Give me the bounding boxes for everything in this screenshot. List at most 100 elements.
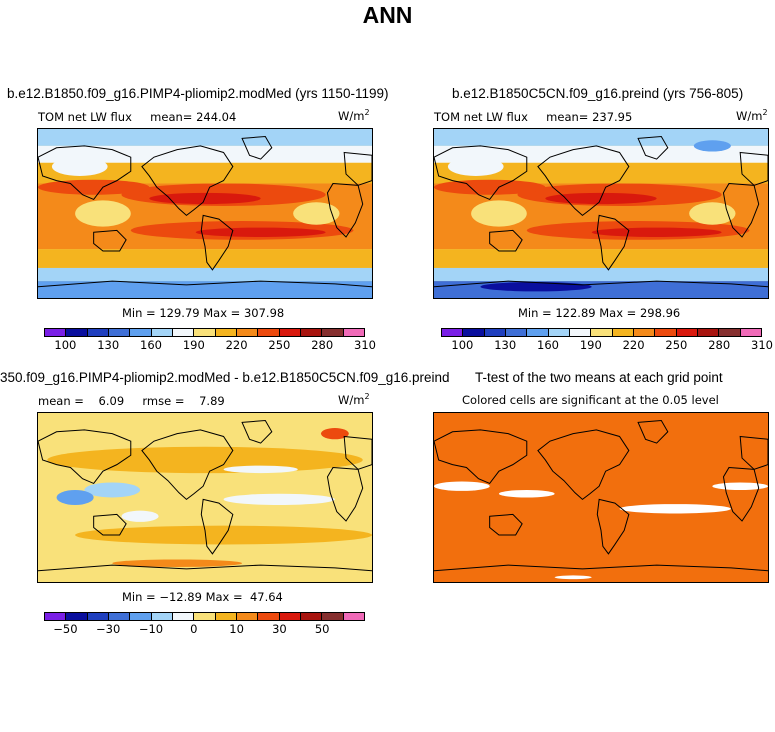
coastline (142, 430, 233, 499)
coastline (723, 467, 758, 521)
colorbar-tick-label: 190 (579, 338, 602, 352)
coastline (327, 183, 362, 237)
panel-1-subtitle: TOM net LW flux mean= 244.04 (38, 110, 237, 124)
colorbar-tick-label: 30 (272, 622, 287, 636)
coastline (94, 230, 126, 251)
colorbar-swatch (108, 329, 131, 336)
colorbar-swatch (343, 613, 364, 620)
colorbar-swatch (151, 613, 173, 620)
colorbar-tick-label: 280 (708, 338, 731, 352)
colorbar-swatch (463, 329, 485, 336)
colorbar-swatches (44, 328, 365, 337)
coastline (142, 146, 233, 215)
colorbar-swatch (322, 613, 344, 620)
panel-2-colorbar: 100 130 160 190 220 250 280 310 (441, 328, 773, 353)
colorbar-swatch (612, 329, 634, 336)
panel-2-subtitle: TOM net LW flux mean= 237.95 (434, 110, 633, 124)
colorbar-swatch (300, 613, 323, 620)
panel-3-subtitle: mean = 6.09 rmse = 7.89 (38, 394, 225, 408)
colorbar-swatch (45, 329, 67, 336)
colorbar-tick-label: 100 (54, 338, 77, 352)
coastline (740, 152, 768, 185)
colorbar-swatch (548, 329, 570, 336)
colorbar-tick-label: 250 (665, 338, 688, 352)
colorbar-swatch (66, 329, 88, 336)
colorbar-tick-label: 100 (451, 338, 474, 352)
coastline (38, 281, 372, 287)
colorbar-swatches (441, 328, 762, 337)
colorbar-tick-label: −10 (138, 622, 164, 636)
coastline (434, 430, 527, 484)
coastline (538, 430, 629, 499)
colorbar-swatch (740, 329, 761, 336)
colorbar-tick-label: 130 (97, 338, 120, 352)
panel-3-minmax: Min = −12.89 Max = 47.64 (122, 590, 283, 604)
colorbar-tick-label: 190 (182, 338, 205, 352)
colorbar-tick-label: 310 (751, 338, 773, 352)
panel-2-map (433, 128, 769, 299)
colorbar-swatch (676, 329, 698, 336)
colorbar-tick-label: 220 (225, 338, 248, 352)
coastline (434, 281, 768, 287)
colorbar-tick-label: 10 (229, 622, 244, 636)
colorbar-swatch (87, 613, 109, 620)
colorbar-ticks: −50 −30 −10 0 10 30 50 (44, 621, 365, 637)
coastline (490, 230, 522, 251)
colorbar-tick-label: 280 (311, 338, 334, 352)
coastline (344, 152, 372, 185)
panel-3-units: W/m2 (338, 392, 370, 407)
panel-1-units: W/m2 (338, 108, 370, 123)
colorbar-tick-label: −50 (53, 622, 78, 636)
coastline (344, 436, 372, 469)
coastline (38, 565, 372, 571)
colorbar-swatch (279, 613, 301, 620)
colorbar-swatch (172, 329, 195, 336)
colorbar-swatch (66, 613, 88, 620)
colorbar-swatch (484, 329, 506, 336)
colorbar-swatch (236, 329, 259, 336)
colorbar-swatch (442, 329, 464, 336)
colorbar-tick-label: 0 (190, 622, 198, 636)
colorbar-swatch (300, 329, 323, 336)
colorbar-swatch (655, 329, 677, 336)
coastline (38, 430, 131, 484)
colorbar-tick-label: 220 (622, 338, 645, 352)
colorbar-swatch (87, 329, 109, 336)
colorbar-swatch (215, 613, 237, 620)
colorbar-tick-label: 160 (537, 338, 559, 352)
panel-4-subtitle: Colored cells are significant at the 0.0… (462, 393, 719, 407)
panel-1-map (37, 128, 373, 299)
panel-4-map (433, 412, 769, 583)
colorbar-tick-label: 160 (140, 338, 162, 352)
coastline (597, 215, 629, 269)
colorbar-swatch (505, 329, 528, 336)
colorbar-tick-label: 250 (268, 338, 291, 352)
panel-2-units: W/m2 (736, 108, 768, 123)
panel-1-title: b.e12.B1850.f09_g16.PIMP4-pliomip2.modMe… (7, 86, 389, 101)
panel-2-minmax: Min = 122.89 Max = 298.96 (518, 306, 681, 320)
colorbar-tick-label: 310 (354, 338, 376, 352)
colorbar-swatch (236, 613, 259, 620)
colorbar-tick-label: 130 (494, 338, 517, 352)
coastline (490, 514, 522, 535)
coastline (242, 421, 272, 444)
colorbar-tick-label: −30 (96, 622, 121, 636)
colorbar-swatch (215, 329, 237, 336)
colorbar-swatch (591, 329, 613, 336)
coastline (638, 137, 668, 160)
colorbar-swatch (258, 613, 280, 620)
page-title: ANN (362, 2, 413, 28)
colorbar-swatch (130, 613, 152, 620)
colorbar-tick-label: 50 (314, 622, 330, 636)
coastline (327, 467, 362, 521)
colorbar-ticks: 100 130 160 190 220 250 280 310 (441, 337, 773, 353)
panel-2-title: b.e12.B1850C5CN.f09_g16.preind (yrs 756-… (452, 86, 744, 101)
coastline (538, 146, 629, 215)
coastline (38, 146, 131, 200)
coastline (740, 436, 768, 469)
coastline (723, 183, 758, 237)
colorbar-swatch (194, 613, 216, 620)
coastline (597, 499, 629, 553)
colorbar-swatches (44, 612, 365, 621)
colorbar-swatch (45, 613, 67, 620)
